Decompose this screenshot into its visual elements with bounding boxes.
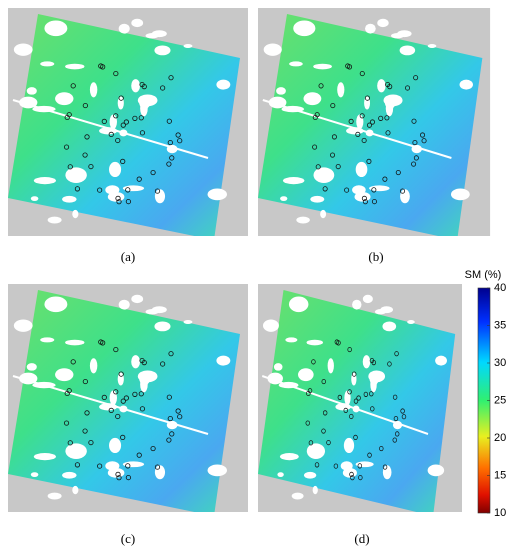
colorbar-tick-label: 20 — [494, 432, 506, 444]
colorbar-tick-label: 40 — [494, 282, 506, 294]
colorbar-tick-label: 25 — [494, 394, 506, 406]
panel-label: (a) — [121, 249, 135, 264]
panel-label: (c) — [121, 531, 135, 546]
map-panel — [8, 284, 248, 516]
map-panel — [8, 8, 248, 240]
panel-label: (d) — [354, 531, 369, 546]
colorbar-title: SM (%) — [465, 269, 502, 281]
colorbar-tick-label: 35 — [494, 319, 506, 331]
map-panel — [258, 8, 490, 240]
panel-label: (b) — [368, 249, 383, 264]
colorbar-tick-label: 10 — [494, 507, 506, 519]
colorbar-tick-label: 15 — [494, 469, 506, 481]
colorbar-tick-label: 30 — [494, 357, 506, 369]
map-panel — [258, 284, 462, 516]
